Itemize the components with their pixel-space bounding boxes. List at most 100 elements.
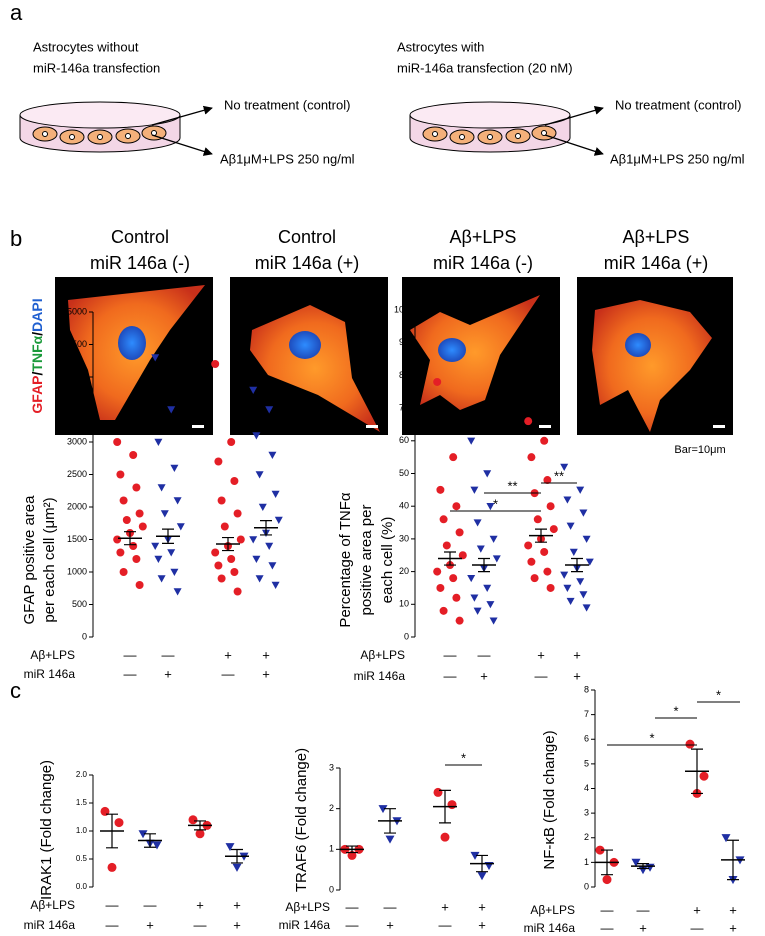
group-title: miR-146a transfection xyxy=(33,60,160,75)
y-axis-label: IRAK1 (Fold change) xyxy=(38,760,55,900)
group-title: Astrocytes without xyxy=(33,39,139,54)
condition-sign: — xyxy=(106,917,119,932)
y-axis-label: each cell (%) xyxy=(379,517,396,604)
y-tick-label: 2 xyxy=(329,803,334,813)
y-tick-label: 0 xyxy=(329,884,334,894)
data-point xyxy=(116,548,125,557)
data-point xyxy=(233,587,242,596)
condition-label: Aβ+LPS xyxy=(30,648,75,662)
error-bar xyxy=(571,557,583,573)
error-bar xyxy=(601,849,613,876)
condition-sign: + xyxy=(729,920,737,935)
error-bar xyxy=(346,845,358,854)
data-point xyxy=(230,568,239,576)
data-point xyxy=(476,545,485,553)
y-tick-label: 500 xyxy=(72,599,87,609)
data-point xyxy=(214,561,223,570)
y-axis-label: NF-κB (Fold change) xyxy=(541,730,558,869)
data-point xyxy=(230,477,239,485)
stain-part: GFAP xyxy=(29,375,45,413)
data-point xyxy=(543,476,552,485)
data-point xyxy=(249,536,258,544)
data-point xyxy=(173,588,182,596)
y-tick-label: 3500 xyxy=(67,404,87,414)
data-point xyxy=(473,519,482,527)
data-point xyxy=(116,470,125,479)
image-title: miR 146a (-) xyxy=(433,253,533,273)
y-axis-label: per each cell (μm²) xyxy=(41,497,58,622)
y-tick-label: 4000 xyxy=(67,371,87,381)
data-point xyxy=(249,386,258,394)
condition-sign: — xyxy=(124,647,137,662)
significance-label: ** xyxy=(554,468,564,483)
data-point xyxy=(477,872,487,881)
condition-sign: + xyxy=(262,647,270,662)
data-point xyxy=(170,464,179,472)
condition-sign: — xyxy=(444,668,457,683)
culture-dish xyxy=(19,101,181,153)
treatment-label: Aβ1μM+LPS 250 ng/ml xyxy=(220,151,355,166)
y-tick-label: 0.0 xyxy=(76,882,88,891)
data-point xyxy=(233,509,242,518)
image-title: Aβ+LPS xyxy=(623,227,690,247)
significance-label: * xyxy=(461,750,466,765)
data-point xyxy=(135,509,144,518)
data-point xyxy=(255,471,264,479)
data-point xyxy=(378,805,388,814)
error-bar xyxy=(727,839,739,881)
y-tick-label: 10 xyxy=(399,599,409,609)
data-point xyxy=(170,568,179,576)
error-bar xyxy=(637,863,649,870)
condition-sign: — xyxy=(346,917,359,932)
y-tick-label: 1.5 xyxy=(76,798,88,807)
data-point xyxy=(176,523,185,531)
data-point xyxy=(447,800,457,810)
data-point xyxy=(631,858,641,867)
data-point xyxy=(576,486,585,494)
micrograph xyxy=(230,277,388,435)
data-point xyxy=(524,417,533,426)
condition-label: miR 146a xyxy=(24,667,76,681)
data-point xyxy=(436,485,445,494)
data-point xyxy=(129,542,138,550)
condition-sign: + xyxy=(729,902,737,917)
data-point xyxy=(524,541,533,550)
treatment-label: No treatment (control) xyxy=(224,97,350,112)
data-point xyxy=(533,515,542,524)
arrow xyxy=(544,105,604,126)
error-bar xyxy=(144,833,156,848)
condition-label: miR 146a xyxy=(524,921,576,935)
y-tick-label: 4 xyxy=(584,783,589,793)
significance-label: * xyxy=(716,687,721,702)
error-bar xyxy=(260,520,272,536)
data-point xyxy=(458,551,467,560)
data-point xyxy=(236,535,245,544)
data-point xyxy=(470,594,479,602)
data-point xyxy=(483,584,492,592)
data-point xyxy=(225,843,235,852)
error-bar xyxy=(476,854,488,873)
condition-label: Aβ+LPS xyxy=(285,900,330,914)
data-point xyxy=(252,432,261,440)
condition-sign: — xyxy=(601,920,614,935)
condition-sign: + xyxy=(480,668,488,683)
condition-label: Aβ+LPS xyxy=(530,903,575,917)
image-title: miR 146a (+) xyxy=(255,253,360,273)
y-tick-label: 3000 xyxy=(67,436,87,446)
condition-sign: — xyxy=(535,668,548,683)
data-point xyxy=(569,548,578,556)
group-title: miR-146a transfection (20 nM) xyxy=(397,60,573,75)
y-tick-label: 1 xyxy=(329,844,334,854)
y-axis-label: TRAF6 (Fold change) xyxy=(293,748,310,892)
condition-sign: + xyxy=(573,647,581,662)
y-tick-label: 60 xyxy=(399,435,409,445)
data-point xyxy=(227,438,236,446)
data-point xyxy=(486,601,495,609)
y-tick-label: 30 xyxy=(399,533,409,543)
data-point xyxy=(122,516,131,524)
data-point xyxy=(540,436,549,445)
error-bar xyxy=(691,748,703,795)
condition-sign: + xyxy=(478,917,486,932)
y-tick-label: 6 xyxy=(584,734,589,744)
